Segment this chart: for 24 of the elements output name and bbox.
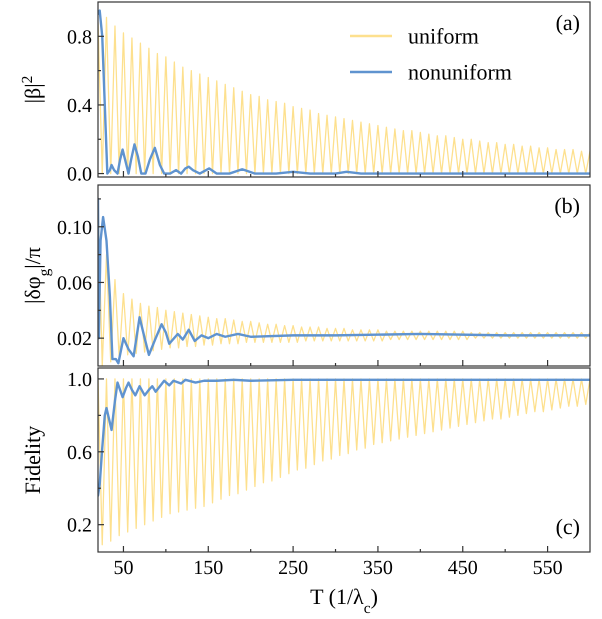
x-tick-label: 350 [362, 557, 393, 579]
x-tick-label: 50 [113, 557, 134, 579]
y-tick-label: 0.10 [57, 216, 92, 239]
y-tick-label: 0.0 [67, 164, 92, 186]
x-tick-label: 250 [278, 557, 308, 579]
legend-label: nonuniform [408, 60, 512, 85]
y-tick-label: 1.0 [67, 368, 92, 391]
y-tick-label: 0.6 [67, 442, 92, 464]
annotation: (c) [556, 514, 580, 539]
y-tick-label: 0.8 [67, 26, 92, 48]
x-tick-label: 450 [448, 557, 478, 579]
line-series [98, 378, 590, 546]
y-tick-label: 0.02 [57, 328, 92, 350]
x-tick-label: 150 [193, 557, 224, 579]
line-series [98, 378, 590, 497]
legend-label: uniform [408, 24, 479, 49]
annotation: (b) [554, 193, 580, 218]
y-tick-label: 0.2 [67, 514, 92, 537]
y-axis-title: Fidelity [20, 426, 45, 494]
y-tick-label: 0.4 [67, 94, 92, 117]
x-axis-title: T (1/λ$_{c}$) [310, 584, 378, 616]
annotation: (a) [556, 10, 580, 35]
x-tick-label: 550 [532, 557, 563, 579]
y-tick-label: 0.06 [57, 272, 92, 294]
